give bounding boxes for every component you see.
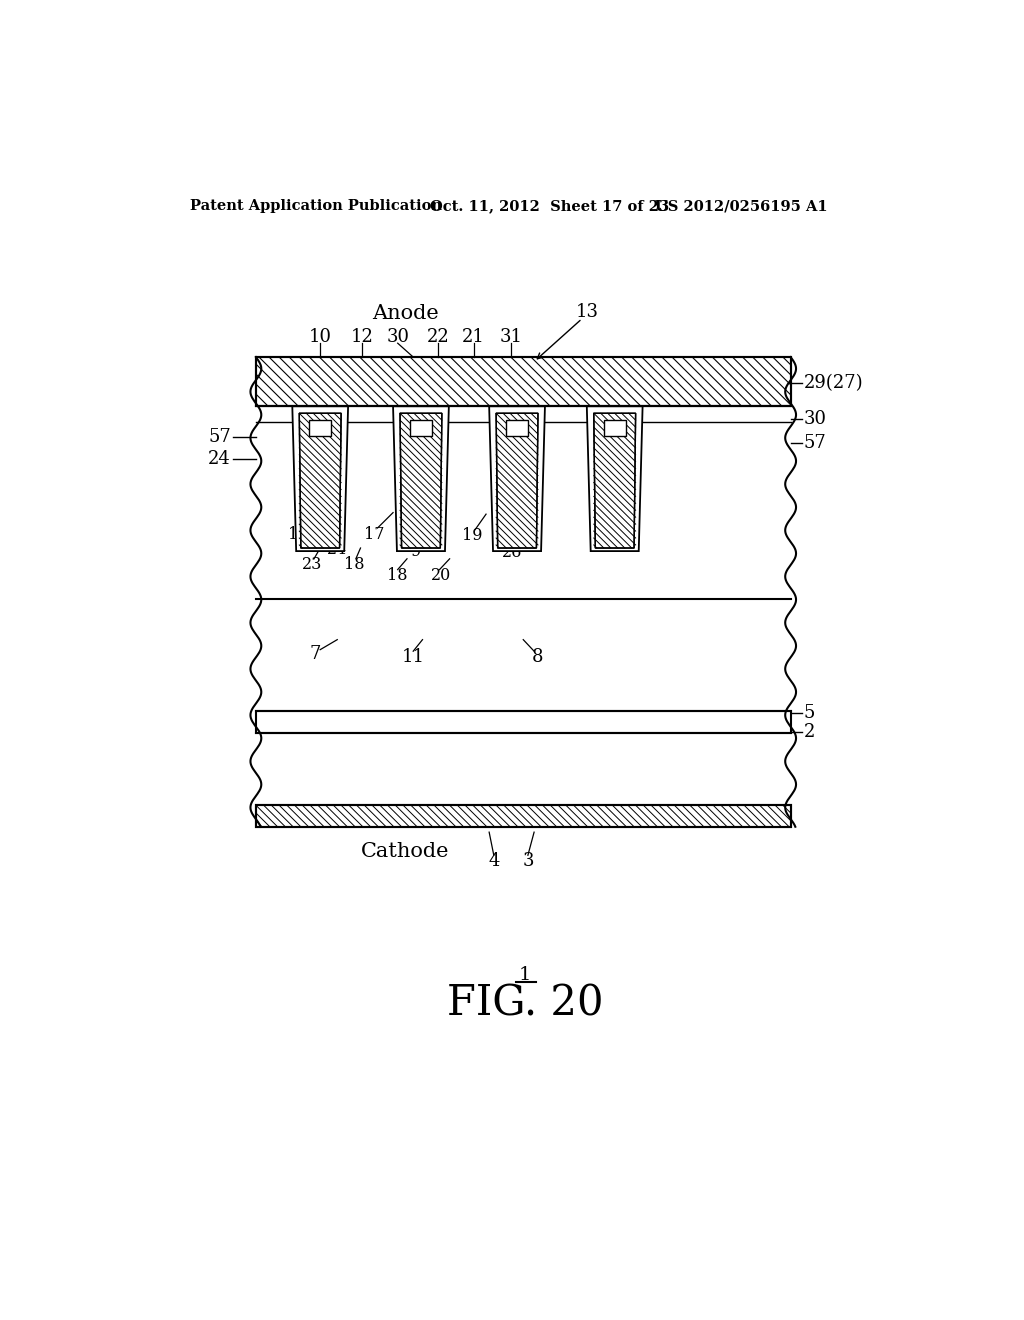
Bar — [256, 358, 791, 407]
Text: 30: 30 — [804, 409, 826, 428]
Bar — [410, 420, 432, 436]
Text: 57: 57 — [804, 434, 826, 453]
Text: US 2012/0256195 A1: US 2012/0256195 A1 — [655, 199, 827, 213]
Text: 8: 8 — [531, 648, 543, 667]
Polygon shape — [400, 413, 442, 548]
Bar — [506, 420, 528, 436]
Bar — [604, 420, 626, 436]
Text: 24: 24 — [208, 450, 230, 467]
Text: Patent Application Publication: Patent Application Publication — [190, 199, 442, 213]
Text: 57: 57 — [208, 428, 230, 446]
Text: 30: 30 — [386, 329, 410, 346]
Bar — [256, 711, 791, 733]
Text: 5: 5 — [804, 704, 815, 722]
Text: 31: 31 — [500, 329, 522, 346]
Text: 18: 18 — [387, 568, 408, 585]
Text: 11: 11 — [401, 648, 425, 667]
Text: 20: 20 — [431, 568, 452, 585]
Text: Cathode: Cathode — [361, 842, 450, 861]
Text: 4: 4 — [488, 853, 500, 870]
Text: 7: 7 — [310, 645, 322, 663]
Text: 24: 24 — [327, 541, 347, 558]
Text: Anode: Anode — [372, 305, 439, 323]
Text: 19: 19 — [462, 527, 482, 544]
Text: FIG. 20: FIG. 20 — [446, 983, 603, 1024]
Polygon shape — [292, 407, 348, 552]
Text: 12: 12 — [350, 329, 374, 346]
Text: 22: 22 — [427, 329, 450, 346]
Bar — [309, 420, 331, 436]
Polygon shape — [587, 407, 643, 552]
Text: 29(27): 29(27) — [804, 375, 863, 392]
Text: 21: 21 — [462, 329, 485, 346]
Text: 9: 9 — [412, 543, 422, 560]
Text: 18: 18 — [344, 557, 365, 573]
Polygon shape — [489, 407, 545, 552]
Polygon shape — [393, 407, 449, 552]
Text: 10: 10 — [308, 329, 332, 346]
Text: 26: 26 — [502, 544, 522, 561]
Text: Oct. 11, 2012  Sheet 17 of 23: Oct. 11, 2012 Sheet 17 of 23 — [430, 199, 670, 213]
Text: 13: 13 — [575, 304, 598, 321]
Polygon shape — [299, 413, 341, 548]
Bar — [256, 358, 791, 407]
Text: 17: 17 — [365, 525, 385, 543]
Polygon shape — [594, 413, 636, 548]
Text: 17: 17 — [288, 525, 309, 543]
Polygon shape — [496, 413, 538, 548]
Text: 3: 3 — [522, 853, 534, 870]
Text: 2: 2 — [804, 723, 815, 741]
Bar — [256, 805, 791, 826]
Text: 23: 23 — [302, 557, 323, 573]
Text: 1: 1 — [518, 966, 531, 983]
Bar — [256, 805, 791, 826]
